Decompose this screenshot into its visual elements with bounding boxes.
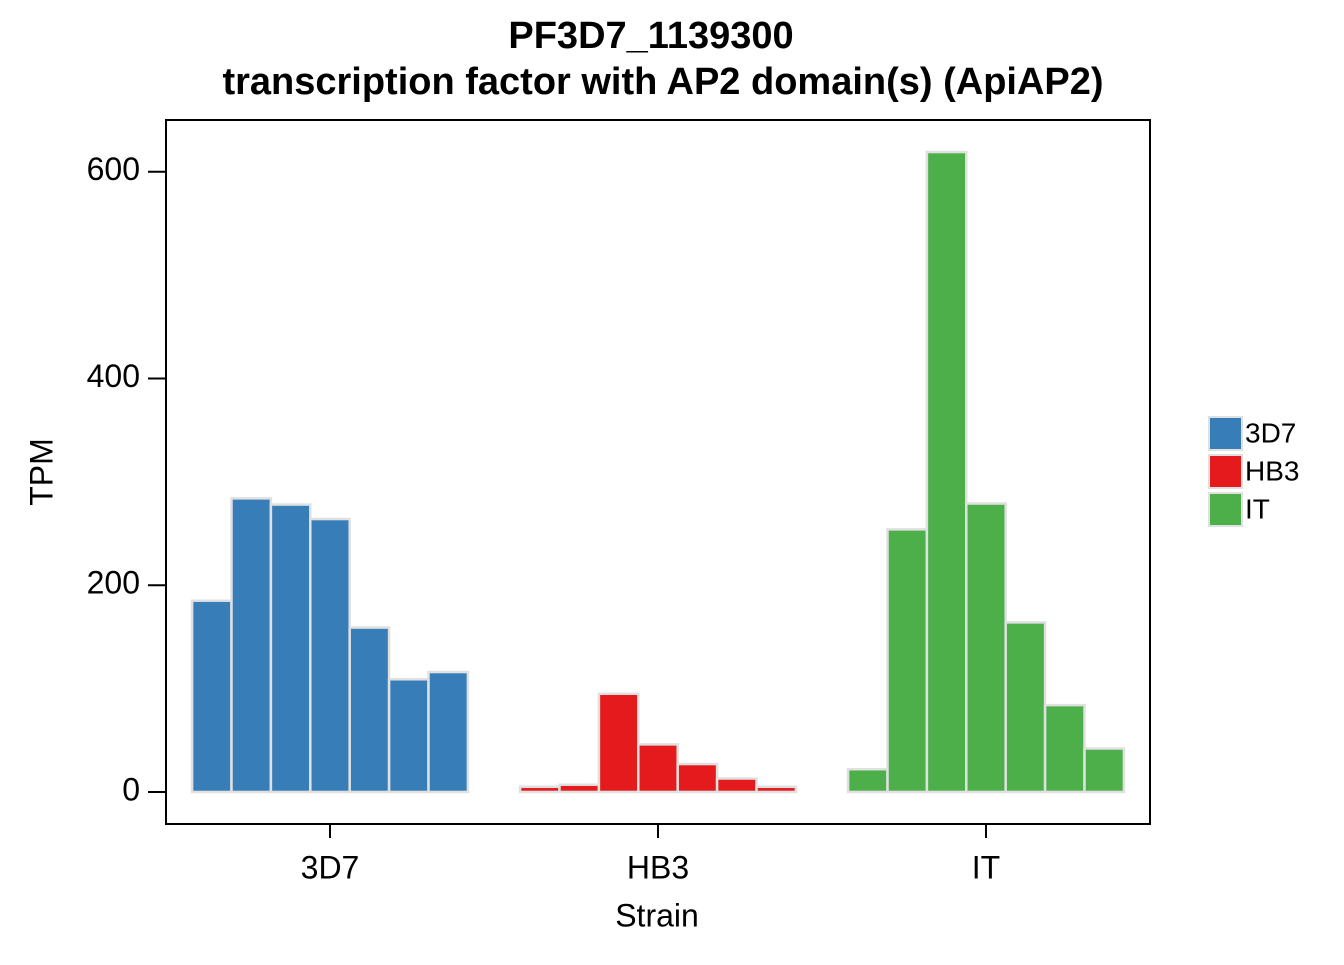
bar bbox=[427, 670, 470, 794]
y-tick-label: 0 bbox=[122, 771, 140, 807]
bar bbox=[715, 777, 758, 794]
bar bbox=[1004, 621, 1047, 794]
bar bbox=[518, 785, 561, 794]
y-axis-label: TPM bbox=[23, 438, 59, 506]
bar bbox=[637, 743, 679, 794]
bar bbox=[597, 692, 640, 794]
bar bbox=[269, 503, 312, 794]
x-axis-label: Strain bbox=[615, 897, 699, 933]
legend-key bbox=[1208, 492, 1243, 527]
bar bbox=[925, 150, 968, 794]
bar bbox=[1083, 747, 1126, 794]
legend-label: 3D7 bbox=[1245, 417, 1296, 448]
bar bbox=[387, 678, 430, 794]
legend-label: IT bbox=[1245, 493, 1270, 524]
x-tick-label: 3D7 bbox=[301, 849, 360, 885]
bar bbox=[309, 517, 351, 794]
legend-key bbox=[1208, 454, 1243, 489]
chart-subtitle: transcription factor with AP2 domain(s) … bbox=[222, 61, 1103, 103]
bar bbox=[558, 783, 601, 794]
bar bbox=[348, 626, 391, 794]
bar bbox=[755, 785, 798, 794]
x-tick-label: HB3 bbox=[627, 849, 689, 885]
y-tick-label: 200 bbox=[87, 565, 140, 601]
y-tick-label: 600 bbox=[87, 151, 140, 187]
bar bbox=[190, 599, 233, 794]
legend-key bbox=[1208, 416, 1243, 451]
bar bbox=[965, 502, 1007, 794]
bar bbox=[1043, 703, 1086, 794]
bar bbox=[846, 767, 889, 794]
bar bbox=[886, 528, 929, 794]
y-tick-label: 400 bbox=[87, 358, 140, 394]
x-tick-label: IT bbox=[972, 849, 1000, 885]
bar bbox=[676, 762, 719, 794]
chart-title: PF3D7_1139300 bbox=[508, 15, 793, 57]
bar bbox=[230, 497, 273, 794]
legend-label: HB3 bbox=[1245, 455, 1299, 486]
